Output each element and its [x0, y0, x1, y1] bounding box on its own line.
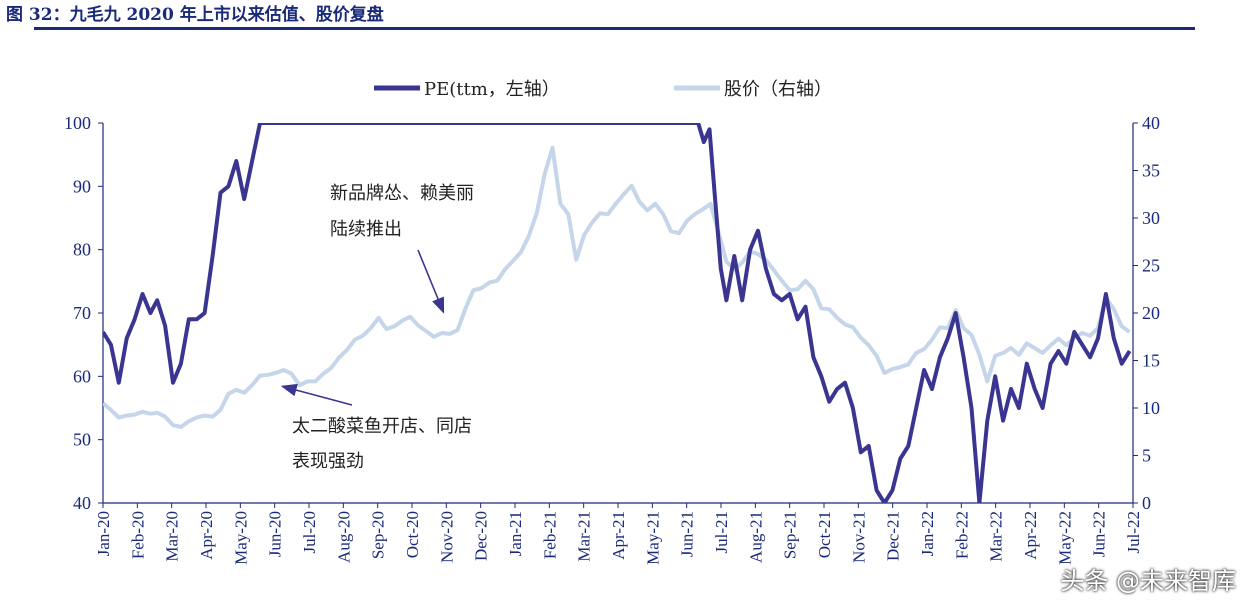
x-tick-label: Apr-20 [197, 511, 216, 560]
y-right-tick-label: 40 [1142, 113, 1160, 133]
y-right-tick-label: 15 [1142, 351, 1160, 371]
annotation-1-line-1: 新品牌怂、赖美丽 [330, 183, 474, 204]
figure-title: 图 32：九毛九 2020 年上市以来估值、股价复盘 [6, 5, 384, 25]
legend-label-price: 股价（右轴） [724, 79, 832, 100]
x-tick-label: Jul-20 [300, 511, 319, 554]
x-tick-label: Sep-20 [369, 511, 388, 559]
y-left-tick-label: 70 [73, 303, 91, 323]
x-tick-label: Jul-22 [1124, 511, 1143, 554]
x-tick-label: Feb-20 [128, 511, 147, 559]
x-tick-label: Feb-21 [540, 511, 559, 559]
x-tick-label: Apr-22 [1021, 511, 1040, 560]
x-tick-label: May-21 [643, 511, 662, 565]
y-left-tick-label: 40 [73, 493, 91, 513]
x-tick-label: Mar-21 [575, 511, 594, 562]
y-right-tick-label: 20 [1142, 303, 1160, 323]
y-right-tick-label: 0 [1142, 493, 1151, 513]
y-right-tick-label: 35 [1142, 161, 1160, 181]
x-tick-label: Jan-21 [506, 511, 525, 556]
x-tick-label: Apr-21 [609, 511, 628, 560]
annotation-2-line-2: 表现强劲 [292, 451, 364, 472]
annotation-2-line-1: 太二酸菜鱼开店、同店 [292, 416, 472, 437]
y-left-tick-label: 100 [64, 113, 91, 133]
x-tick-label: Jul-21 [712, 511, 731, 554]
x-tick-label: Jan-20 [94, 511, 113, 556]
x-tick-label: Jan-22 [918, 511, 937, 556]
annotation-1-line-2: 陆续推出 [330, 219, 402, 240]
y-right-tick-label: 10 [1142, 398, 1160, 418]
legend-label-pe: PE(ttm，左轴） [424, 79, 560, 100]
x-tick-label: May-20 [231, 511, 250, 565]
x-tick-label: Oct-21 [815, 511, 834, 558]
y-right-tick-label: 5 [1142, 446, 1151, 466]
y-left-tick-label: 50 [73, 430, 91, 450]
x-tick-label: Jun-21 [678, 511, 697, 557]
x-tick-label: Aug-20 [334, 511, 353, 563]
series-layer [103, 123, 1132, 503]
series-line-price [103, 145, 1131, 429]
y-right-tick-label: 30 [1142, 208, 1160, 228]
x-tick-label: May-22 [1055, 511, 1074, 565]
x-tick-label: Nov-20 [437, 511, 456, 563]
x-tick-label: Mar-22 [987, 511, 1006, 562]
x-tick-label: Dec-21 [884, 511, 903, 561]
x-tick-label: Jun-20 [266, 511, 285, 557]
series-line-pe [103, 123, 1132, 503]
x-tick-label: Jun-22 [1090, 511, 1109, 557]
x-tick-label: Aug-21 [746, 511, 765, 563]
x-tick-label: Feb-22 [952, 511, 971, 559]
x-tick-label: Oct-20 [403, 511, 422, 558]
annotation-1-arrow [417, 249, 445, 314]
y-right-tick-label: 25 [1142, 256, 1160, 276]
x-tick-label: Nov-21 [849, 511, 868, 563]
y-left-tick-label: 90 [73, 176, 91, 196]
watermark: 头条 @未来智库 [1060, 567, 1236, 595]
x-tick-label: Mar-20 [163, 511, 182, 562]
y-left-tick-label: 80 [73, 240, 91, 260]
y-left-tick-label: 60 [73, 366, 91, 386]
title-rule [34, 27, 1195, 30]
x-tick-label: Dec-20 [472, 511, 491, 561]
legend: PE(ttm，左轴） 股价（右轴） [374, 79, 832, 100]
annotation-2-arrow [280, 383, 353, 406]
x-tick-label: Sep-21 [781, 511, 800, 559]
